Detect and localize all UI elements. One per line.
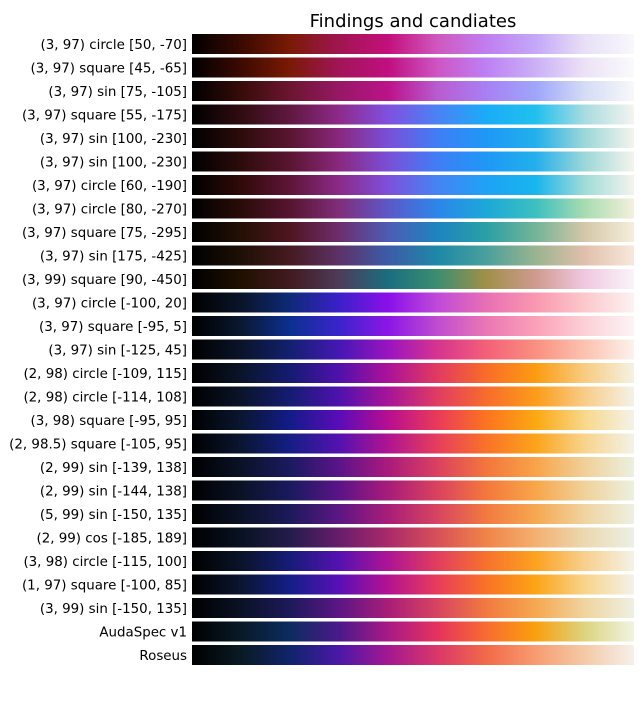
colormap-strip xyxy=(192,316,634,336)
colormap-strip xyxy=(192,198,634,219)
colormap-label: (2, 98) circle [-109, 115] xyxy=(23,367,187,382)
colormap-strip xyxy=(192,598,634,618)
colormap-label: (3, 98) square [-95, 95] xyxy=(30,414,187,429)
colormap-label: (2, 99) sin [-144, 138] xyxy=(40,485,187,500)
chart-title: Findings and candiates xyxy=(310,11,517,32)
colormap-strip xyxy=(192,222,634,242)
colormap-label: (1, 97) square [-100, 85] xyxy=(22,579,187,594)
colormap-strip xyxy=(192,527,634,548)
colormap-label: (3, 99) square [90, -450] xyxy=(22,273,187,288)
colormap-strip xyxy=(192,57,634,78)
colormap-label: (2, 99) cos [-185, 189] xyxy=(37,532,187,547)
colormap-label: (3, 97) sin [-125, 45] xyxy=(48,344,187,359)
colormap-strip xyxy=(192,245,634,266)
colormap-label: (3, 97) circle [60, -190] xyxy=(32,179,187,194)
colormap-label: (3, 97) sin [75, -105] xyxy=(48,85,187,100)
colormap-label: (3, 97) sin [100, -230] xyxy=(40,132,187,147)
colormap-strip xyxy=(192,386,634,407)
colormap-label: (3, 97) circle [80, -270] xyxy=(32,203,187,218)
colormap-rows: (3, 97) circle [50, -70] (3, 97) square [… xyxy=(9,34,634,665)
colormap-strip xyxy=(192,269,634,289)
colormap-label: (3, 97) sin [175, -425] xyxy=(40,250,187,265)
colormap-strip xyxy=(192,292,634,313)
colormap-label: (3, 97) square [-95, 5] xyxy=(39,320,187,335)
colormap-strip xyxy=(192,480,634,501)
colormap-strip xyxy=(192,645,634,665)
colormap-strip xyxy=(192,433,634,454)
colormap-label: (2, 99) sin [-139, 138] xyxy=(40,461,187,476)
colormap-strip xyxy=(192,504,634,524)
colormap-label: (2, 98) circle [-114, 108] xyxy=(23,391,187,406)
colormap-label: (5, 99) sin [-150, 135] xyxy=(40,508,187,523)
colormap-label: Roseus xyxy=(139,649,187,664)
colormap-strip xyxy=(192,363,634,383)
colormap-strip xyxy=(192,104,634,125)
colormap-strip xyxy=(192,457,634,477)
colormap-strip xyxy=(192,339,634,360)
colormap-label: (3, 99) sin [-150, 135] xyxy=(40,602,187,617)
colormap-strip xyxy=(192,81,634,101)
colormap-strip xyxy=(192,551,634,571)
colormap-label: (3, 97) square [45, -65] xyxy=(30,62,187,77)
colormap-strip xyxy=(192,128,634,148)
colormap-strip xyxy=(192,574,634,595)
colormap-label: (3, 97) sin [100, -230] xyxy=(40,156,187,171)
colormap-strip xyxy=(192,621,634,642)
colormap-strip xyxy=(192,34,634,54)
colormap-label: (3, 97) square [55, -175] xyxy=(22,109,187,124)
colormap-strip xyxy=(192,151,634,172)
colormap-label: (3, 97) square [75, -295] xyxy=(22,226,187,241)
colormap-label: (3, 97) circle [-100, 20] xyxy=(32,297,187,312)
colormap-label: AudaSpec v1 xyxy=(99,626,187,641)
colormap-label: (3, 98) circle [-115, 100] xyxy=(23,555,187,570)
colormap-strip xyxy=(192,410,634,430)
colormap-strip xyxy=(192,175,634,195)
colormap-label: (3, 97) circle [50, -70] xyxy=(40,38,187,53)
colormap-label: (2, 98.5) square [-105, 95] xyxy=(9,438,187,453)
